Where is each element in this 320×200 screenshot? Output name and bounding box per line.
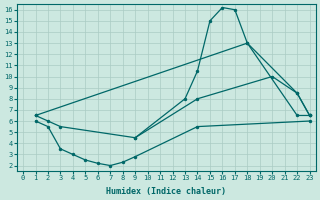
X-axis label: Humidex (Indice chaleur): Humidex (Indice chaleur): [106, 187, 226, 196]
